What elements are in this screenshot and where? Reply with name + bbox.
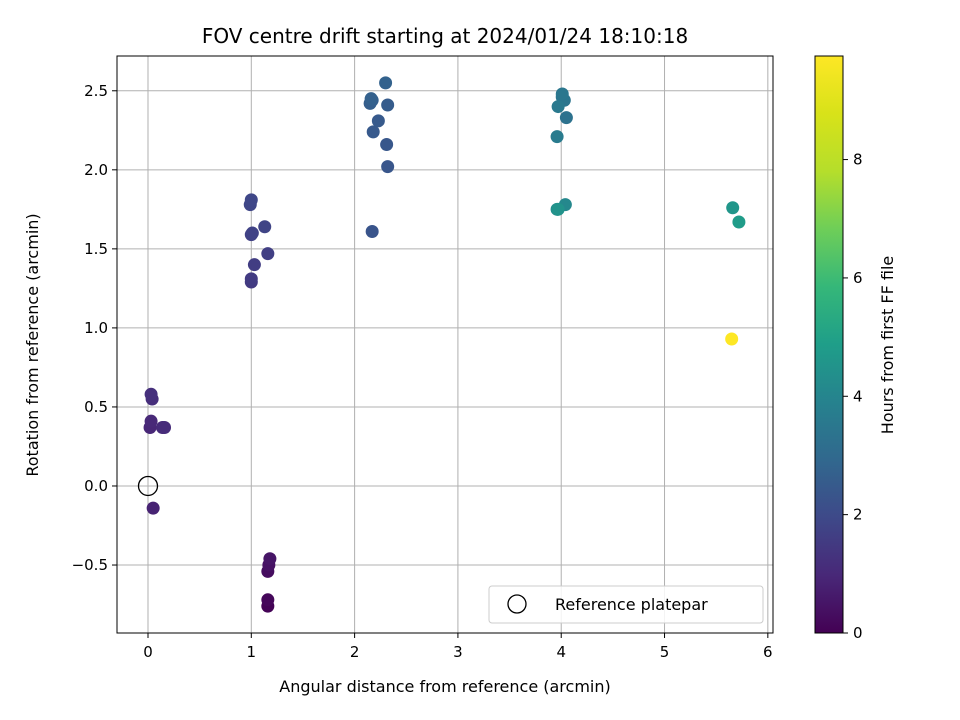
colorbar-tick-label: 8: [853, 151, 863, 169]
x-tick-label: 3: [453, 643, 463, 661]
data-points: [137, 76, 746, 613]
data-point: [380, 138, 394, 152]
data-point: [732, 215, 746, 229]
colorbar-tick-label: 2: [853, 506, 863, 524]
colorbar-tick-label: 6: [853, 269, 863, 287]
grid: [117, 56, 773, 633]
data-point: [365, 224, 379, 238]
data-point: [555, 87, 569, 101]
x-axis-ticks: 0 1 2 3 4 5 6: [143, 633, 773, 661]
data-point: [379, 76, 393, 90]
data-point: [551, 100, 565, 114]
colorbar-label: Hours from first FF file: [878, 256, 897, 435]
legend-marker-reference: [507, 594, 527, 614]
x-tick-label: 5: [660, 643, 670, 661]
reference-point: [137, 475, 159, 497]
y-tick-label: 0.5: [84, 398, 108, 416]
colorbar-tick-label: 4: [853, 387, 863, 405]
data-point: [146, 501, 160, 515]
x-tick-label: 0: [143, 643, 153, 661]
y-tick-label: 0.0: [84, 477, 108, 495]
plot-frame: [116, 55, 774, 634]
data-point: [261, 247, 275, 261]
data-point: [559, 111, 573, 125]
data-point: [244, 193, 258, 207]
legend-box: [488, 585, 764, 624]
y-tick-label: −0.5: [72, 556, 108, 574]
data-point: [550, 130, 564, 144]
data-point: [261, 593, 275, 607]
y-tick-label: 2.0: [84, 161, 108, 179]
data-point: [726, 201, 740, 215]
data-point: [158, 420, 172, 434]
data-point: [725, 332, 739, 346]
data-point: [371, 114, 385, 128]
colorbar-ticks: 0 2 4 6 8: [843, 151, 863, 642]
x-tick-label: 2: [350, 643, 360, 661]
legend: Reference platepar: [488, 585, 764, 624]
data-point: [144, 387, 158, 401]
y-tick-label: 2.5: [84, 82, 108, 100]
data-point: [258, 220, 272, 234]
data-point: [244, 272, 258, 286]
x-tick-label: 6: [763, 643, 773, 661]
y-axis-ticks: −0.5 0.0 0.5 1.0 1.5 2.0 2.5: [72, 82, 117, 574]
x-tick-label: 1: [247, 643, 257, 661]
data-point: [381, 160, 395, 174]
data-point: [364, 92, 378, 106]
data-point: [144, 414, 158, 428]
data-point: [381, 98, 395, 112]
x-axis-label: Angular distance from reference (arcmin): [279, 677, 610, 696]
colorbar-gradient: [814, 55, 844, 634]
y-tick-label: 1.0: [84, 319, 108, 337]
y-tick-label: 1.5: [84, 240, 108, 258]
data-point: [245, 226, 259, 240]
data-point: [247, 258, 261, 272]
x-tick-label: 4: [556, 643, 566, 661]
y-axis-label: Rotation from reference (arcmin): [23, 213, 42, 476]
data-point: [263, 552, 277, 566]
colorbar-tick-label: 0: [853, 624, 863, 642]
chart-title: FOV centre drift starting at 2024/01/24 …: [202, 24, 688, 48]
data-point: [366, 125, 380, 139]
data-point: [551, 202, 565, 216]
colorbar: 0 2 4 6 8 Hours from first FF file: [814, 55, 897, 642]
legend-label-reference: Reference platepar: [555, 595, 708, 614]
